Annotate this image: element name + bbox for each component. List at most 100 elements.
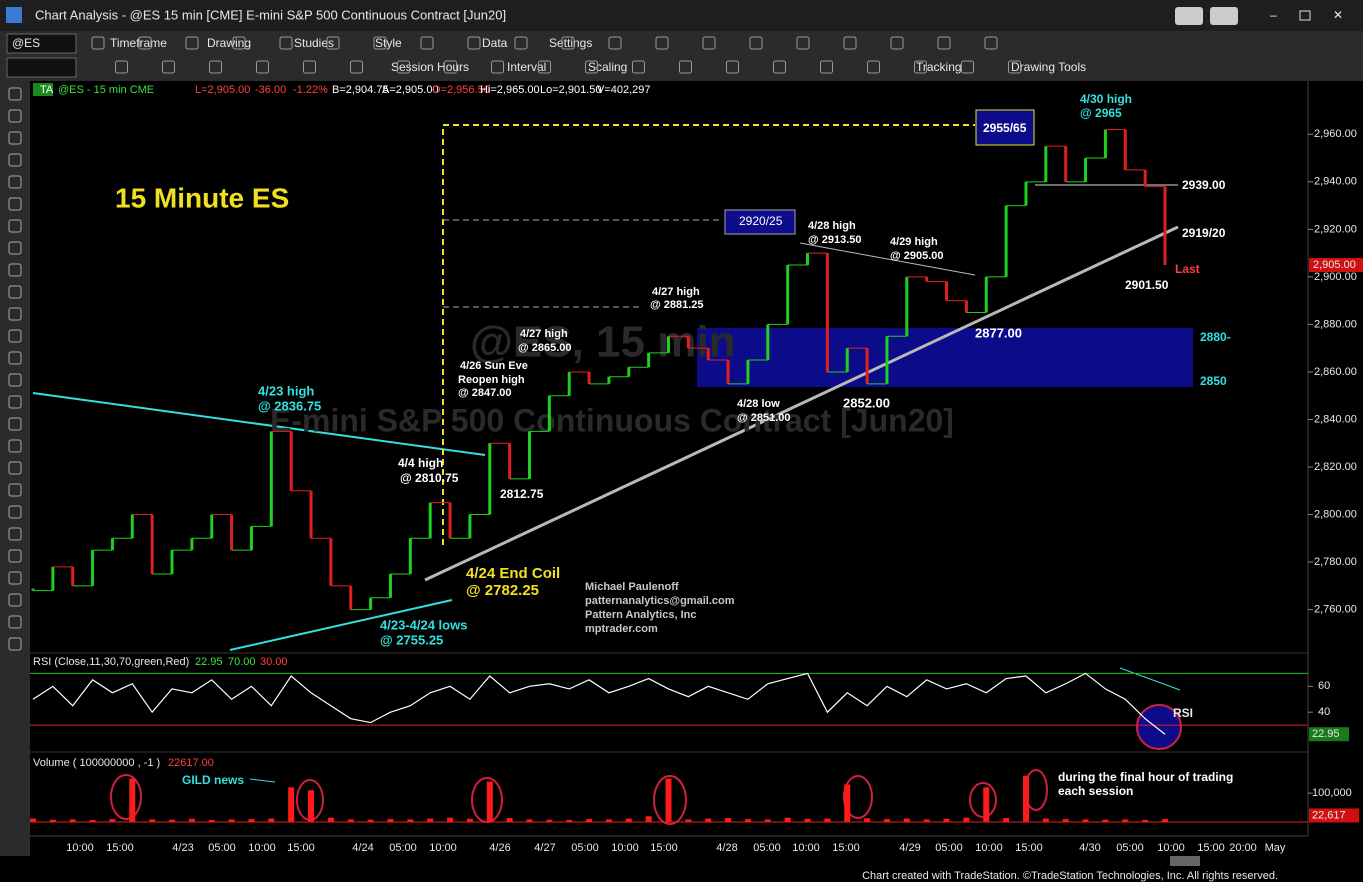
tool-icon[interactable] (8, 593, 22, 607)
volume-bar (109, 819, 116, 822)
volume-bar (1003, 817, 1010, 822)
y-tick-label: 2,760.00 (1314, 604, 1357, 616)
volume-bar (1062, 819, 1069, 822)
annotation: @ 2851.00 (737, 412, 791, 424)
toolbar-icon (608, 36, 622, 50)
tool-icon[interactable] (8, 417, 22, 431)
annotation: @ 2965 (1080, 106, 1122, 120)
tool-icon[interactable] (8, 307, 22, 321)
toolbar-icon (162, 60, 175, 74)
toolbar-icon (937, 36, 951, 50)
annotation: 2877.00 (975, 325, 1022, 340)
status-item: TA (40, 84, 54, 96)
volume-bar (1122, 819, 1129, 822)
volume-bar (883, 819, 890, 822)
toolbar-icon (91, 36, 105, 50)
maximize[interactable] (1299, 10, 1311, 21)
target-box (724, 209, 796, 235)
tool-icon[interactable] (8, 263, 22, 277)
tool-icon[interactable] (8, 439, 22, 453)
status-item: Lo=2,901.50 (540, 84, 601, 96)
annotation: @ 2913.50 (808, 234, 862, 246)
tool-icon[interactable] (8, 351, 22, 365)
watermark: E-mini S&P 500 Continuous Contract [Jun2… (270, 402, 954, 438)
toolbar-button[interactable]: Settings (549, 36, 592, 50)
rsi-note: RSI (1173, 706, 1193, 720)
status-item: A=2,905.00 (382, 84, 439, 96)
x-tick-label: 4/24 (352, 842, 373, 854)
interval-box[interactable] (6, 57, 77, 78)
volume-bar (486, 781, 493, 822)
tool-icon[interactable] (8, 131, 22, 145)
s-button[interactable] (1175, 7, 1203, 25)
tool-icon[interactable] (8, 571, 22, 585)
toolbar-button[interactable]: Session Hours (391, 60, 469, 74)
tool-icon[interactable] (8, 461, 22, 475)
toolbar-button[interactable]: Drawing Tools (1011, 60, 1086, 74)
volume-bar (347, 819, 354, 822)
toolbar-button[interactable]: Studies (294, 36, 334, 50)
menu-button[interactable] (1210, 7, 1238, 25)
toolbar-icon (679, 60, 692, 74)
volume-bar (466, 818, 473, 822)
tool-icon[interactable] (8, 285, 22, 299)
tool-icon[interactable] (8, 87, 22, 101)
toolbar-button[interactable]: Data (482, 36, 508, 50)
toolbar-button[interactable]: Scaling (588, 60, 627, 74)
volume-bar (30, 818, 36, 822)
tool-icon[interactable] (8, 637, 22, 651)
toolbar-button[interactable]: Style (375, 36, 402, 50)
annotation: 2919/20 (1182, 226, 1226, 240)
tool-icon[interactable] (8, 549, 22, 563)
tool-icon[interactable] (8, 615, 22, 629)
x-tick-label: 10:00 (248, 842, 276, 854)
y-tick-label: 2,900.00 (1314, 271, 1357, 283)
symbol[interactable]: @ES (12, 36, 40, 50)
toolbar-icon (491, 60, 504, 74)
tool-icon[interactable] (8, 505, 22, 519)
volume-bar (387, 819, 394, 822)
title-bar (0, 0, 1363, 31)
toolbar-icon (326, 36, 340, 50)
annotation: 2812.75 (500, 487, 544, 501)
status-item: Hi=2,965.00 (480, 84, 540, 96)
tool-icon[interactable] (8, 197, 22, 211)
x-tick-label: 05:00 (389, 842, 417, 854)
tool-icon[interactable] (8, 109, 22, 123)
tool-icon[interactable] (8, 175, 22, 189)
tool-icon[interactable] (8, 329, 22, 343)
volume-bar (367, 819, 374, 822)
app-icon (6, 7, 22, 23)
toolbar-icon (185, 36, 199, 50)
toolbar-button[interactable]: Drawing (207, 36, 251, 50)
scrollbar[interactable] (1170, 856, 1200, 866)
y-tick-label: 2,820.00 (1314, 461, 1357, 473)
minimize[interactable]: – (1270, 8, 1277, 22)
status-item: L=2,905.00 (195, 84, 250, 96)
tool-icon[interactable] (8, 241, 22, 255)
tool-icon[interactable] (8, 395, 22, 409)
trendline (799, 242, 976, 276)
tool-icon[interactable] (8, 373, 22, 387)
volume-note: GILD news (182, 773, 244, 787)
tool-icon[interactable] (8, 153, 22, 167)
annotation: 4/30 high (1080, 92, 1132, 106)
toolbar-icon (867, 60, 880, 74)
annotation: @ 2905.00 (890, 250, 944, 262)
close[interactable]: ✕ (1333, 8, 1343, 22)
tool-icon[interactable] (8, 483, 22, 497)
tool-icon[interactable] (8, 527, 22, 541)
x-tick-label: 05:00 (753, 842, 781, 854)
toolbar-icon (444, 60, 457, 74)
volume-bar (824, 818, 831, 822)
volume-bar (89, 819, 96, 822)
toolbar-button[interactable]: Interval (507, 60, 546, 74)
tool-icon[interactable] (8, 219, 22, 233)
toolbar-button[interactable]: Tracking (916, 60, 962, 74)
x-tick-label: 4/29 (899, 842, 920, 854)
toolbar-icon (538, 60, 551, 74)
volume-bar (248, 819, 255, 822)
symbol-box[interactable] (6, 33, 77, 54)
projection (442, 124, 975, 545)
annotation: 4/28 low (737, 398, 780, 410)
